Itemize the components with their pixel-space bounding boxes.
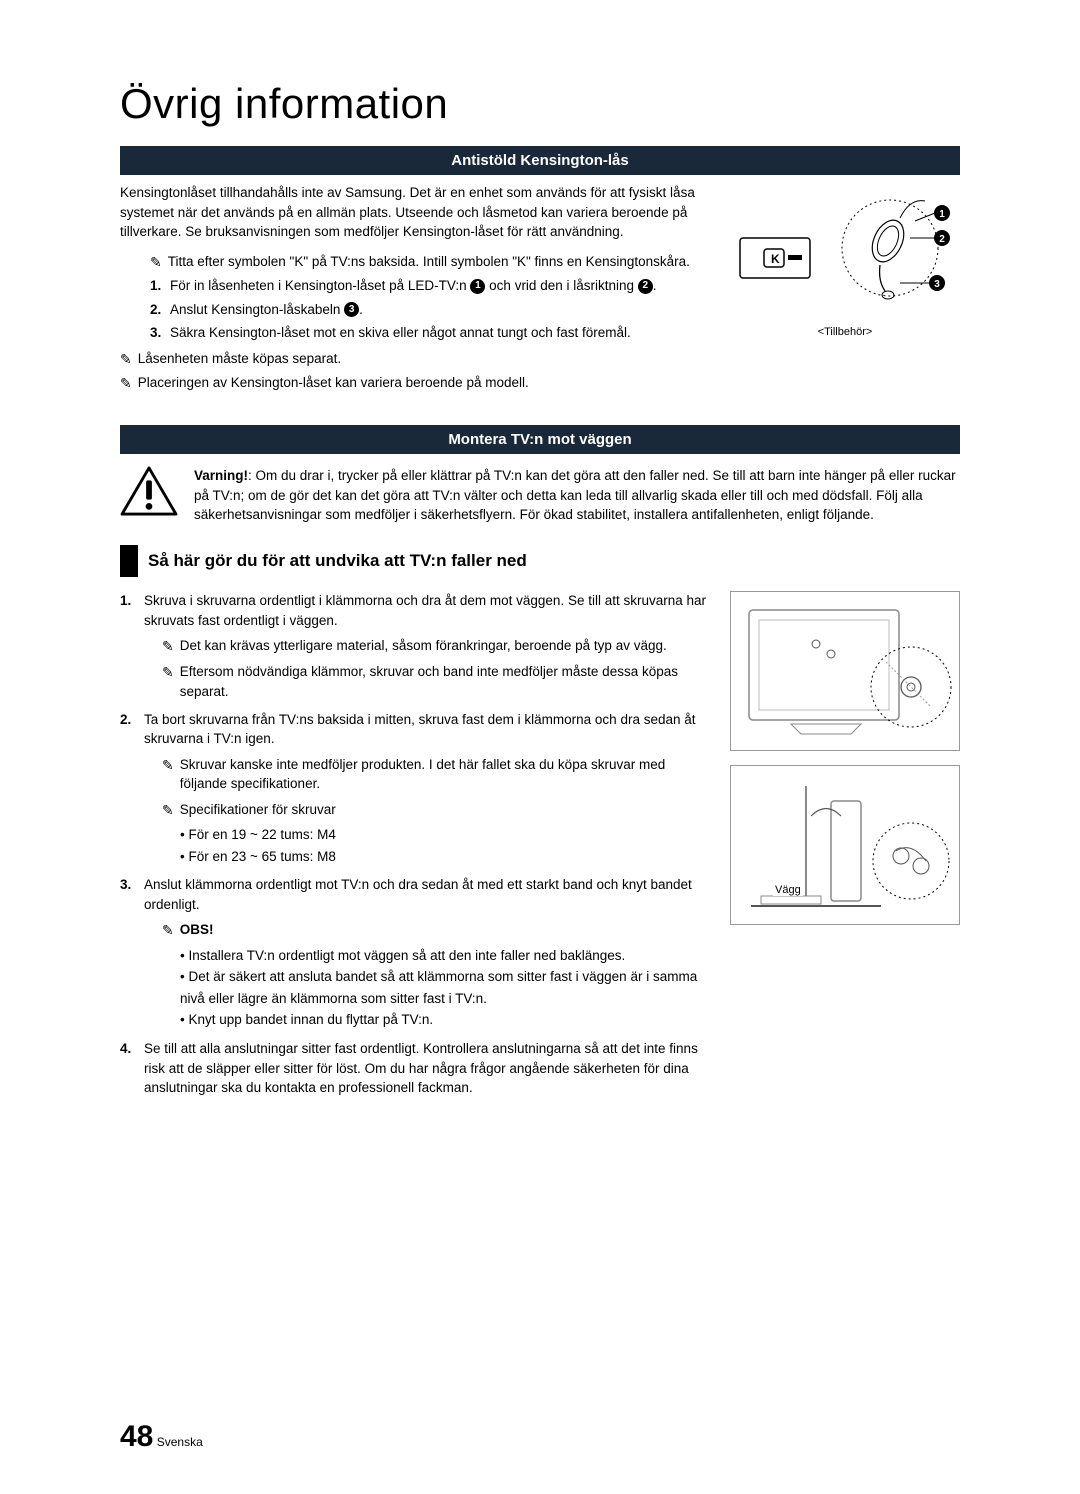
subsection-title: Så här gör du för att undvika att TV:n f… <box>120 545 960 577</box>
step4-body: Se till att alla anslutningar sitter fas… <box>144 1039 710 1098</box>
step1-note1-text: Det kan krävas ytterligare material, sås… <box>180 636 667 656</box>
step2-note2: ✎ Specifikationer för skruvar <box>162 800 710 820</box>
note2-text: Låsenheten måste köpas separat. <box>138 349 341 369</box>
wall-mount-diagram: Vägg <box>730 765 960 925</box>
obs3: Knyt upp bandet innan du flyttar på TV:n… <box>180 1009 710 1031</box>
step1-post: och vrid den i låsriktning <box>485 278 637 293</box>
step2-note1: ✎Skruvar kanske inte medföljer produkten… <box>162 755 710 794</box>
step1-note2: ✎Eftersom nödvändiga klämmor, skruvar oc… <box>162 662 710 701</box>
note3-text: Placeringen av Kensington-låset kan vari… <box>138 373 529 393</box>
circled-2: 2 <box>638 279 653 294</box>
spec1: För en 19 ~ 22 tums: M4 <box>180 824 710 846</box>
note-icon: ✎ <box>162 636 174 656</box>
section2-steps: 1. Skruva i skruvarna ordentligt i klämm… <box>120 591 710 1098</box>
warning-icon <box>120 466 178 516</box>
page-title: Övrig information <box>120 80 960 128</box>
section2-left: 1. Skruva i skruvarna ordentligt i klämm… <box>120 591 710 1106</box>
section1-illustration: K 1 2 3 <Tillbehör> <box>730 183 960 397</box>
note-icon: ✎ <box>162 662 174 701</box>
step1-note2-text: Eftersom nödvändiga klämmor, skruvar och… <box>180 662 710 701</box>
section1-step3: 3. Säkra Kensington-låset mot en skiva e… <box>150 323 710 343</box>
section1-step2: 2. Anslut Kensington-låskabeln 3. <box>150 300 710 320</box>
step2-end: . <box>359 302 363 317</box>
section1-note2: ✎ Låsenheten måste köpas separat. <box>120 349 710 369</box>
section1-note3: ✎ Placeringen av Kensington-låset kan va… <box>120 373 710 393</box>
section1-header: Antistöld Kensington-lås <box>120 146 960 175</box>
obs2: Det är säkert att ansluta bandet så att … <box>180 966 710 1009</box>
step1-text: För in låsenheten i Kensington-låset på … <box>170 276 710 296</box>
illustration-caption: <Tillbehör> <box>730 326 960 338</box>
circled-1: 1 <box>470 279 485 294</box>
section2-step1: 1. Skruva i skruvarna ordentligt i klämm… <box>120 591 710 702</box>
section2-content: 1. Skruva i skruvarna ordentligt i klämm… <box>120 591 960 1106</box>
step2-pre: Anslut Kensington-låskabeln <box>170 302 344 317</box>
warning-box: Varning!: Om du drar i, trycker på eller… <box>120 466 960 525</box>
section2-step2: 2. Ta bort skruvarna från TV:ns baksida … <box>120 710 710 868</box>
svg-text:2: 2 <box>939 234 945 245</box>
step-num: 2. <box>120 710 144 868</box>
note-icon: ✎ <box>120 349 132 369</box>
section2-illustrations: Vägg <box>730 591 960 1106</box>
note1-content: Titta efter symbolen "K" på TV:ns baksid… <box>168 254 690 269</box>
page-lang: Svenska <box>157 1435 203 1449</box>
step3-obs-list: Installera TV:n ordentligt mot väggen så… <box>180 945 710 1031</box>
section2-step4: 4. Se till att alla anslutningar sitter … <box>120 1039 710 1098</box>
step4-text: Se till att alla anslutningar sitter fas… <box>144 1041 698 1095</box>
section1-intro: Kensingtonlåset tillhandahålls inte av S… <box>120 183 700 242</box>
spec2: För en 23 ~ 65 tums: M8 <box>180 846 710 868</box>
step3-obs: ✎ OBS! <box>162 920 710 940</box>
step-num: 1. <box>150 276 170 296</box>
section1-left: Kensingtonlåset tillhandahålls inte av S… <box>120 183 710 397</box>
step3-text: Säkra Kensington-låset mot en skiva elle… <box>170 323 710 343</box>
svg-text:K: K <box>771 252 780 266</box>
section2-step3: 3. Anslut klämmorna ordentligt mot TV:n … <box>120 875 710 1031</box>
obs-label: OBS! <box>180 920 214 940</box>
note-icon: ✎ <box>120 373 132 393</box>
circled-3: 3 <box>344 302 359 317</box>
warning-body: : Om du drar i, trycker på eller klättra… <box>194 468 956 522</box>
step-num: 1. <box>120 591 144 702</box>
tv-back-diagram <box>730 591 960 751</box>
step1-pre: För in låsenheten i Kensington-låset på … <box>170 278 470 293</box>
page-footer: 48 Svenska <box>120 1420 203 1454</box>
note-icon: ✎ <box>162 755 174 794</box>
step2-text: Ta bort skruvarna från TV:ns baksida i m… <box>144 712 696 747</box>
note1-text: Titta efter symbolen "K" på TV:ns baksid… <box>168 252 690 272</box>
section1-step1: 1. För in låsenheten i Kensington-låset … <box>150 276 710 296</box>
kensington-diagram: K 1 2 3 <box>730 183 960 323</box>
section1-content: Kensingtonlåset tillhandahålls inte av S… <box>120 183 960 397</box>
section2-header: Montera TV:n mot väggen <box>120 425 960 454</box>
step2-note2-text: Specifikationer för skruvar <box>180 800 336 820</box>
wall-label: Vägg <box>773 884 803 896</box>
step-num: 2. <box>150 300 170 320</box>
svg-text:1: 1 <box>939 209 945 220</box>
section1-steps: 1. För in låsenheten i Kensington-låset … <box>120 276 710 343</box>
step2-note1-text: Skruvar kanske inte medföljer produkten.… <box>180 755 710 794</box>
warning-label: Varning! <box>194 468 248 483</box>
svg-text:3: 3 <box>934 279 940 290</box>
step-num: 3. <box>150 323 170 343</box>
step1-note1: ✎ Det kan krävas ytterligare material, så… <box>162 636 710 656</box>
obs1: Installera TV:n ordentligt mot väggen så… <box>180 945 710 967</box>
step2-text: Anslut Kensington-låskabeln 3. <box>170 300 710 320</box>
step1-text: Skruva i skruvarna ordentligt i klämmorn… <box>144 593 706 628</box>
note-icon: ✎ <box>150 252 162 272</box>
step3-text: Anslut klämmorna ordentligt mot TV:n och… <box>144 877 692 912</box>
step-num: 4. <box>120 1039 144 1098</box>
step1-body: Skruva i skruvarna ordentligt i klämmorn… <box>144 591 710 702</box>
step-num: 3. <box>120 875 144 1031</box>
warning-text: Varning!: Om du drar i, trycker på eller… <box>194 466 960 525</box>
page-number: 48 <box>120 1420 153 1453</box>
step2-specs: För en 19 ~ 22 tums: M4 För en 23 ~ 65 t… <box>180 824 710 867</box>
step2-body: Ta bort skruvarna från TV:ns baksida i m… <box>144 710 710 868</box>
section1-note1: ✎ Titta efter symbolen "K" på TV:ns baks… <box>120 252 710 272</box>
step3-body: Anslut klämmorna ordentligt mot TV:n och… <box>144 875 710 1031</box>
step1-end: . <box>653 278 657 293</box>
note-icon: ✎ <box>162 920 174 940</box>
note-icon: ✎ <box>162 800 174 820</box>
